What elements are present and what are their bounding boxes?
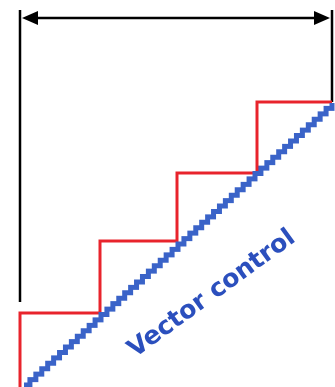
step-line [18, 100, 332, 387]
vector-control-line [24, 103, 335, 387]
arrowhead-left-icon [22, 11, 38, 25]
dimension-arrow [22, 11, 330, 25]
vector-control-label: Vector control [121, 222, 300, 363]
arrowhead-right-icon [314, 11, 330, 25]
